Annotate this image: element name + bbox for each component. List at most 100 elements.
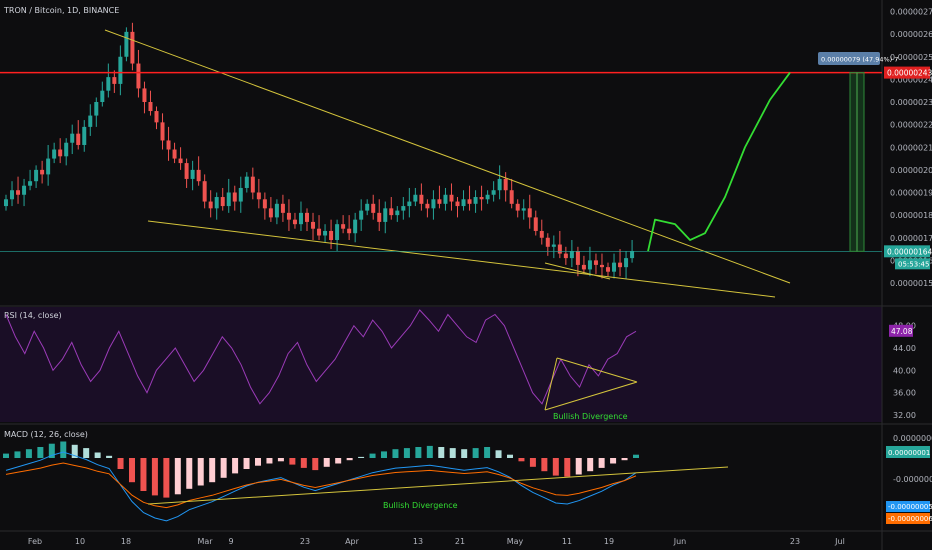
macd-histogram-bar [3,453,9,458]
macd-histogram-bar [449,448,456,458]
candle-body [419,194,424,204]
macd-annotation: Bullish Divergence [383,501,458,510]
candle-body [509,190,514,204]
candle-body [202,181,207,202]
macd-histogram-bar [358,456,365,458]
candle-body [347,228,352,234]
macd-histogram-bar [197,458,204,486]
macd-line-label: -0.00000005 [888,503,932,511]
candle-body [467,199,472,204]
candle-body [491,190,496,195]
macd-histogram-bar [461,449,468,458]
candle-body [160,122,165,141]
candle-body [136,63,141,89]
time-tick-label: Jul [834,537,845,546]
candle-body [575,251,580,265]
macd-histogram-bar [415,447,422,458]
candle-body [341,224,346,229]
macd-line [5,451,637,522]
time-tick-label: 11 [562,537,572,546]
candle-body [618,262,623,268]
macd-histogram-bar [14,451,21,458]
candle-body [539,230,544,238]
candle-body [16,190,21,195]
candle-body [124,31,129,57]
rsi-tick-label: 36.00 [893,389,916,398]
countdown-label: 05:53:45 [898,260,929,268]
candle-body [545,237,550,247]
candle-body [587,260,592,270]
rsi-annotation: Bullish Divergence [553,412,628,421]
macd-histogram-bar [484,447,491,458]
candle-body [22,185,27,195]
macd-histogram-bar [575,458,582,475]
target-price-badge [884,66,930,79]
macd-histogram-bar [232,458,239,474]
candle-body [443,194,448,204]
candle-body [593,260,598,265]
macd-histogram-bar [277,458,284,462]
macd-histogram-bar [312,458,319,471]
time-tick-label: 13 [413,537,423,546]
macd-histogram-bar [633,454,639,458]
candle-body [473,197,478,204]
candle-body [557,244,562,254]
macd-histogram-bar [438,447,445,458]
rsi-triangle-top [556,357,638,383]
candle-body [178,158,183,164]
macd-histogram-bar [300,458,307,468]
macd-histogram-bar [117,458,124,469]
candle-body [551,244,556,247]
candle-body [268,208,273,218]
macd-histogram-bar [129,458,135,483]
candle-body [118,56,123,84]
macd-histogram-bar [174,458,181,495]
macd-histogram-bar [346,458,353,461]
countdown-badge [895,258,930,270]
candle-body [148,102,153,112]
current-price-label: 0.00000164 [887,247,932,256]
candle-body [172,149,177,159]
macd-histogram-bar [621,458,628,461]
macd-histogram-bar [495,450,502,458]
projection-path [647,72,791,252]
macd-histogram-bar [106,455,113,458]
time-tick-label: 18 [121,537,131,546]
macd-histogram-bar [140,458,147,491]
time-tick-label: 23 [790,537,800,546]
macd-histogram-bar [587,458,594,472]
candle-body [527,208,532,218]
candle-body [226,192,231,207]
candle-body [305,212,309,222]
candle-body [250,176,255,193]
macd-histogram-bar [289,458,296,465]
macd-histogram-bar [220,458,227,478]
candle-body [533,217,538,231]
candle-body [606,267,610,272]
macd-histogram-bar [392,449,399,458]
macd-histogram-bar [564,458,571,477]
macd-histogram-bar [541,458,548,472]
candle-body [630,251,635,259]
macd-histogram-bar [507,454,513,458]
candle-body [569,251,574,259]
candle-body [563,253,568,259]
macd-histogram-bar [598,458,605,468]
candle-body [377,212,382,222]
macd-histogram-bar [472,448,479,458]
candle-body [64,142,69,157]
candle-body [52,149,57,159]
macd-histogram-bar [94,452,101,458]
candle-body [100,90,105,102]
candle-body [389,208,394,216]
candle-body [581,264,586,270]
time-tick-label: Apr [345,537,360,546]
